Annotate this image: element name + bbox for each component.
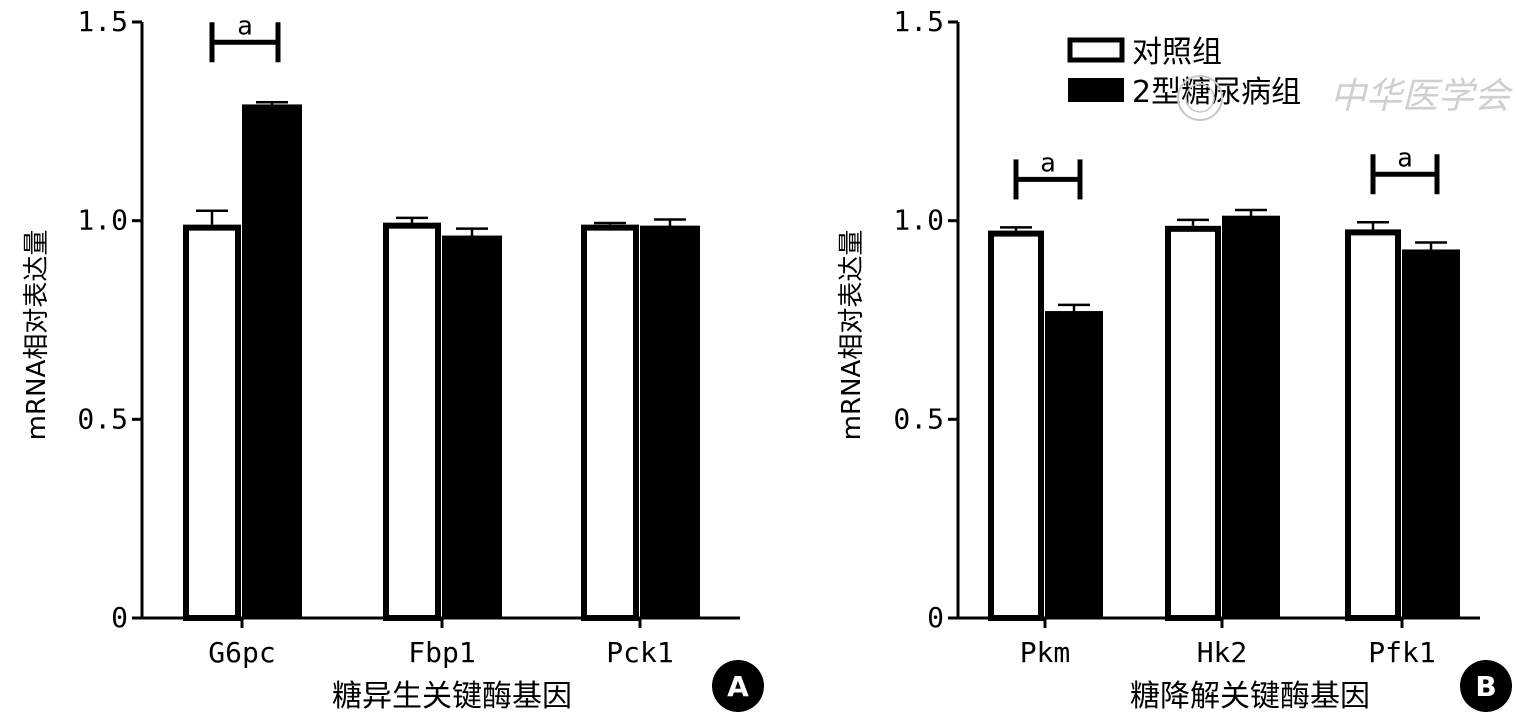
x-axis-label: 糖降解关键酶基因 [1130, 679, 1370, 714]
bar-diabetes [242, 104, 302, 619]
y-ticks: 0 0.5 1.0 1.5 [77, 5, 142, 634]
bar-control [183, 224, 241, 621]
legend-swatch-control [1067, 37, 1125, 63]
bars [988, 208, 1460, 622]
bar-diabetes [1222, 215, 1280, 619]
x-tick-label: Hk2 [1197, 636, 1248, 669]
y-tick-label: 0 [111, 601, 128, 634]
y-tick-label: 0.5 [77, 402, 128, 435]
panel-badge-label: A [727, 670, 749, 703]
watermark-text: 中华医学会 [1330, 76, 1514, 117]
y-ticks: 0 0.5 1.0 1.5 [893, 5, 958, 634]
bar-control [988, 230, 1044, 621]
y-tick-label: 0.5 [893, 402, 944, 435]
y-tick-label: 1.5 [893, 5, 944, 38]
x-tick-label: Pkm [1020, 636, 1071, 669]
x-tick-labels: G6pc Fbp1 Pck1 [208, 618, 674, 669]
bars [183, 101, 700, 622]
x-axis-label: 糖异生关键酶基因 [332, 679, 572, 714]
significance-marks: a [209, 11, 281, 63]
watermark: 中华医学会 [1177, 75, 1514, 121]
panel-badge-label: B [1475, 670, 1496, 703]
significance-label: a [1040, 148, 1056, 178]
panel-badge-a: A [712, 660, 764, 712]
bar-diabetes [1402, 249, 1460, 619]
bar-control [1345, 229, 1401, 622]
y-axis-label: mRNA相对表达量 [837, 230, 867, 441]
legend-label-diabetes: 2型糖尿病组 [1132, 75, 1301, 110]
bar-control [581, 224, 639, 621]
x-tick-label: Fbp1 [408, 636, 475, 669]
panel-a: 0 0.5 1.0 1.5 a G6pc Fbp1 Pck1 mRNA相对表达量 糖异生关… [22, 5, 764, 714]
x-tick-label: Pck1 [606, 636, 673, 669]
bar-diabetes [640, 225, 700, 619]
y-tick-label: 0 [927, 601, 944, 634]
bar-diabetes [442, 235, 502, 619]
legend: 对照组 2型糖尿病组 [1067, 35, 1301, 110]
significance-label: a [237, 11, 253, 41]
legend-swatch-diabetes [1068, 78, 1124, 102]
bar-control [383, 222, 441, 622]
y-tick-label: 1.0 [893, 204, 944, 237]
x-tick-label: G6pc [208, 636, 275, 669]
legend-label-control: 对照组 [1132, 35, 1222, 70]
x-tick-labels: Pkm Hk2 Pfk1 [1020, 618, 1436, 669]
significance-label: a [1397, 143, 1413, 173]
y-tick-label: 1.5 [77, 5, 128, 38]
bar-control [1165, 225, 1221, 621]
y-axis-label: mRNA相对表达量 [22, 230, 52, 441]
panel-badge-b: B [1460, 660, 1512, 712]
y-tick-label: 1.0 [77, 204, 128, 237]
x-tick-label: Pfk1 [1368, 636, 1435, 669]
bar-diabetes [1045, 311, 1103, 619]
